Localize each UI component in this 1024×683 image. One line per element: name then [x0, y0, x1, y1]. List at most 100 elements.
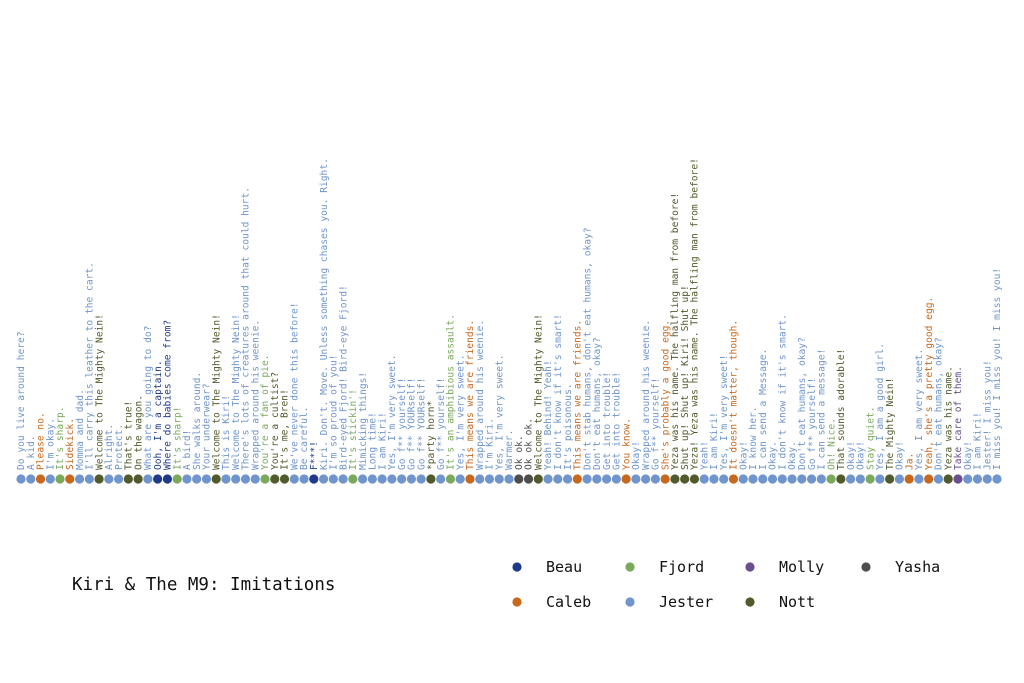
- legend-marker: [512, 562, 522, 572]
- quote-dot: [943, 474, 953, 484]
- quote-dot: [387, 474, 397, 484]
- quote-label: Wrapped around his weenie.: [641, 320, 652, 470]
- quote-dot: [933, 474, 944, 484]
- quote-series: Do you live around here?A kid.Please no.…: [16, 158, 1003, 484]
- quote-dot: [445, 474, 456, 484]
- quote-dot: [475, 474, 485, 484]
- quote-dot: [35, 474, 46, 484]
- quote-label: Don't eat humans, okay?: [592, 337, 603, 470]
- quote-label: Get into trouble!: [612, 372, 623, 470]
- quote-label: You're a fan of pie.: [260, 354, 271, 470]
- quote-dot: [924, 474, 934, 484]
- quote-dot: [270, 474, 280, 484]
- quote-dot: [533, 474, 543, 484]
- quote-dot: [894, 474, 905, 484]
- quote-label: The Mighty Nein!: [885, 378, 896, 470]
- quote-dot: [582, 474, 592, 484]
- quote-label: Welcome to The Mighty Nein!: [231, 314, 242, 470]
- quote-label: Don't stab humans, don't eat humans, oka…: [582, 227, 593, 470]
- quote-dot: [543, 474, 553, 484]
- quote-dot: [55, 474, 65, 484]
- quote-dot: [992, 474, 1002, 484]
- quote-dot: [436, 474, 446, 484]
- quote-dot: [963, 474, 973, 484]
- quote-dot: [953, 474, 963, 484]
- quote-label: Jester! I miss you!: [982, 360, 993, 470]
- quote-dot: [45, 474, 55, 484]
- quote-label: Oh! Nice.: [826, 418, 837, 470]
- quote-dot: [74, 474, 85, 484]
- quote-label: Go f** YOURself!: [407, 378, 418, 470]
- quote-label: Where do babies come from?: [163, 320, 174, 470]
- quote-label: Go f** yourself!: [651, 378, 662, 470]
- quote-dot: [826, 474, 836, 484]
- quote-dot: [572, 474, 582, 484]
- quote-dot: [377, 474, 387, 484]
- quote-dot: [192, 474, 202, 484]
- quote-label: Stay quiet.: [865, 406, 876, 470]
- quote-label: You're a cultist?: [270, 372, 281, 470]
- quote-dot: [114, 474, 124, 484]
- quote-label: Go f** yourself!: [436, 378, 447, 470]
- quote-dot: [123, 474, 133, 484]
- quote-dot: [562, 474, 573, 484]
- quote-dot: [358, 474, 368, 484]
- quote-label: It doesn't matter, though.: [729, 320, 740, 470]
- quote-label: Your underwear?: [202, 383, 213, 470]
- quote-label: Yeah, she's a pretty good egg.: [924, 297, 935, 470]
- quote-label: Momma and dad.: [75, 389, 86, 470]
- quote-dot: [84, 474, 94, 484]
- quote-dot: [406, 474, 416, 484]
- quote-label: Welcome to The Mighty Nein!: [211, 314, 222, 470]
- quote-label: *party horn*: [426, 401, 437, 470]
- legend-marker: [745, 562, 755, 572]
- quote-label: What are you going to do?: [143, 326, 154, 470]
- quote-label: Okay!: [856, 441, 867, 470]
- quote-label: A kid.: [26, 435, 37, 470]
- quote-label: Protect.: [114, 424, 125, 470]
- quote-dot: [309, 474, 319, 484]
- quote-label: Mimicking things!: [358, 372, 369, 470]
- quote-label: F***!: [309, 441, 320, 470]
- quote-label: This means we are friends.: [573, 320, 584, 470]
- quote-label: Yeah! Behind! Yeah!: [543, 360, 554, 470]
- quote-label: This is Kiri!: [221, 395, 232, 470]
- quote-dot: [709, 474, 719, 484]
- quote-dot: [680, 474, 690, 484]
- quote-dot: [641, 474, 651, 484]
- quote-dot: [172, 474, 182, 484]
- quote-dot: [719, 474, 729, 484]
- quote-dot: [670, 474, 680, 484]
- quote-label: Yes, I'm very sweet.: [455, 354, 466, 470]
- quote-label: That sounds adorable!: [836, 349, 847, 470]
- legend-marker: [745, 597, 755, 607]
- quote-label: Okay!: [738, 441, 749, 470]
- quote-dot: [836, 474, 846, 484]
- quote-label: Ja.: [904, 453, 915, 470]
- quote-label: On the wagon.: [133, 395, 144, 470]
- quote-label: It's sharp!: [172, 406, 183, 470]
- quote-dot: [787, 474, 797, 484]
- quote-label: Get into trouble!: [602, 372, 613, 470]
- quote-dot: [221, 474, 231, 484]
- legend-marker: [625, 562, 635, 572]
- quote-label: I'm so proud of you!: [329, 354, 340, 470]
- quote-label: Go f** YOURself!: [416, 378, 427, 470]
- quote-label: Bird-eyed Fjord! Bird-eye Fjord!: [338, 285, 349, 470]
- quote-dot: [426, 474, 436, 484]
- legend-marker: [625, 597, 635, 607]
- legend-label: Molly: [779, 558, 824, 576]
- quote-label: Shut up! Shut up! Kiri! Shut up!: [680, 285, 691, 470]
- quote-label: Yes, I am very sweet.: [914, 349, 925, 470]
- quote-dot: [875, 474, 885, 484]
- quote-dot: [201, 474, 212, 484]
- quote-dot: [885, 474, 895, 484]
- quote-label: Don't eat humans, okay?: [934, 337, 945, 470]
- quote-label: I can send a message!: [817, 349, 828, 470]
- quote-dot: [260, 474, 270, 484]
- quote-dot: [602, 474, 612, 484]
- quote-dot: [397, 474, 407, 484]
- quote-dot: [728, 474, 739, 484]
- quote-dot: [153, 474, 163, 484]
- quote-label: Yeah!: [699, 441, 710, 470]
